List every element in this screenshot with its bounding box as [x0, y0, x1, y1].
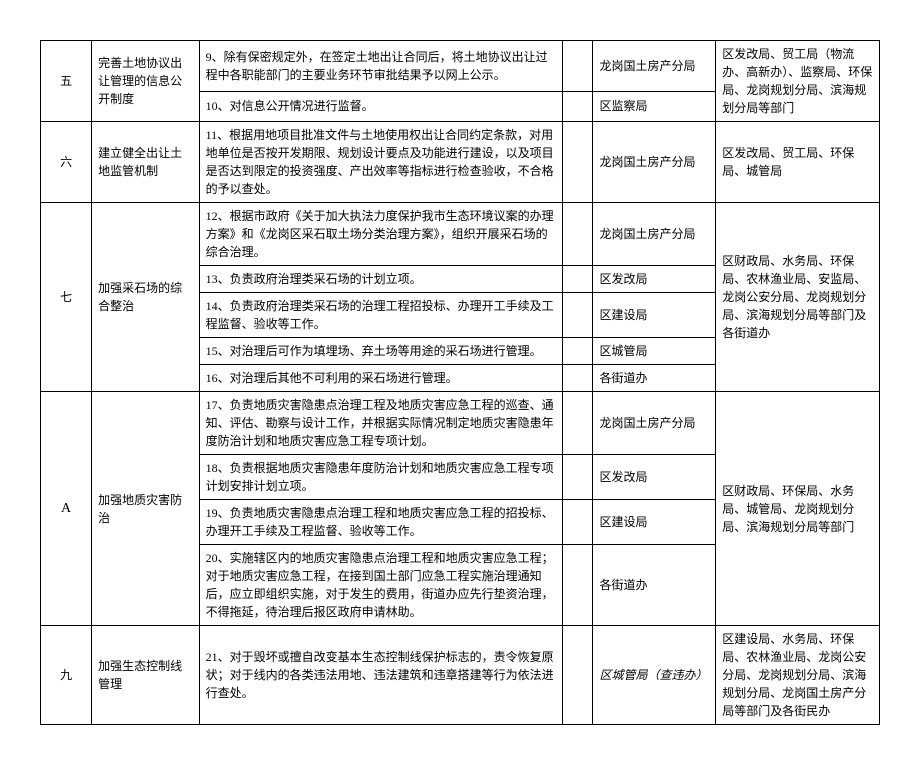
task-text: 12、根据市政府《关于加大执法力度保护我市生态环境议案的办理方案》和《龙岗区采石…: [199, 203, 562, 266]
empty-cell: [562, 266, 593, 293]
task-text: 14、负责政府治理类采石场的治理工程招投标、办理开工手续及工程监督、验收等工作。: [199, 293, 562, 338]
dept-cell: 龙岗国土房产分局: [593, 122, 716, 203]
task-text: 16、对治理后其他不可利用的采石场进行管理。: [199, 365, 562, 392]
section-title: 加强采石场的综合整治: [92, 203, 199, 392]
table-row: 六 建立健全出让土地监管机制 11、根据用地项目批准文件与土地使用权出让合同约定…: [41, 122, 880, 203]
empty-cell: [562, 545, 593, 626]
table-row: A 加强地质灾害防治 17、负责地质灾害隐患点治理工程及地质灾害应急工程的巡查、…: [41, 392, 880, 455]
empty-cell: [562, 500, 593, 545]
table-row: 五 完善土地协议出让管理的信息公开制度 9、除有保密规定外，在签定土地出让合同后…: [41, 41, 880, 92]
empty-cell: [562, 41, 593, 92]
dept-cell: 区发改局: [593, 455, 716, 500]
assist-cell: 区财政局、水务局、环保局、农林渔业局、安监局、龙岗公安分局、龙岗规划分局、滨海规…: [716, 203, 880, 392]
assist-cell: 区发改局、贸工局（物流办、高新办）、监察局、环保局、龙岗规划分局、滨海规划分局等…: [716, 41, 880, 122]
empty-cell: [562, 365, 593, 392]
section-title: 建立健全出让土地监管机制: [92, 122, 199, 203]
empty-cell: [562, 626, 593, 725]
table-row: 九 加强生态控制线管理 21、对于毁坏或擅自改变基本生态控制线保护标志的，责令恢…: [41, 626, 880, 725]
dept-cell: 区发改局: [593, 266, 716, 293]
task-text: 21、对于毁坏或擅自改变基本生态控制线保护标志的，责令恢复原状；对于线内的各类违…: [199, 626, 562, 725]
section-title: 完善土地协议出让管理的信息公开制度: [92, 41, 199, 122]
empty-cell: [562, 455, 593, 500]
section-title: 加强地质灾害防治: [92, 392, 199, 626]
dept-cell: 各街道办: [593, 545, 716, 626]
section-number: A: [41, 392, 92, 626]
task-text: 13、负责政府治理类采石场的计划立项。: [199, 266, 562, 293]
dept-cell: 区监察局: [593, 91, 716, 121]
task-text: 11、根据用地项目批准文件与土地使用权出让合同约定条款，对用地单位是否按开发期限…: [199, 122, 562, 203]
dept-cell: 区建设局: [593, 293, 716, 338]
assist-cell: 区财政局、环保局、水务局、城管局、龙岗规划分局、滨海规划分局等部门: [716, 392, 880, 626]
policy-table: 五 完善土地协议出让管理的信息公开制度 9、除有保密规定外，在签定土地出让合同后…: [40, 40, 880, 725]
dept-cell: 区城管局（查违办）: [593, 626, 716, 725]
dept-cell: 龙岗国土房产分局: [593, 41, 716, 92]
dept-cell: 龙岗国土房产分局: [593, 392, 716, 455]
section-number: 六: [41, 122, 92, 203]
task-text: 18、负责根据地质灾害隐患年度防治计划和地质灾害应急工程专项计划安排计划立项。: [199, 455, 562, 500]
empty-cell: [562, 293, 593, 338]
task-text: 19、负责地质灾害隐患点治理工程和地质灾害应急工程的招投标、办理开工手续及工程监…: [199, 500, 562, 545]
empty-cell: [562, 392, 593, 455]
empty-cell: [562, 203, 593, 266]
empty-cell: [562, 338, 593, 365]
section-number: 五: [41, 41, 92, 122]
dept-cell: 龙岗国土房产分局: [593, 203, 716, 266]
task-text: 9、除有保密规定外，在签定土地出让合同后，将土地协议出让过程中各职能部门的主要业…: [199, 41, 562, 92]
section-number: 七: [41, 203, 92, 392]
table-row: 七 加强采石场的综合整治 12、根据市政府《关于加大执法力度保护我市生态环境议案…: [41, 203, 880, 266]
task-text: 17、负责地质灾害隐患点治理工程及地质灾害应急工程的巡查、通知、评估、勘察与设计…: [199, 392, 562, 455]
assist-cell: 区建设局、水务局、环保局、农林渔业局、龙岗公安分局、龙岗规划分局、滨海规划分局、…: [716, 626, 880, 725]
task-text: 20、实施辖区内的地质灾害隐患点治理工程和地质灾害应急工程；对于地质灾害应急工程…: [199, 545, 562, 626]
section-title: 加强生态控制线管理: [92, 626, 199, 725]
dept-cell: 各街道办: [593, 365, 716, 392]
task-text: 10、对信息公开情况进行监督。: [199, 91, 562, 121]
dept-cell: 区建设局: [593, 500, 716, 545]
empty-cell: [562, 91, 593, 121]
assist-cell: 区发改局、贸工局、环保局、城管局: [716, 122, 880, 203]
section-number: 九: [41, 626, 92, 725]
dept-cell: 区城管局: [593, 338, 716, 365]
empty-cell: [562, 122, 593, 203]
task-text: 15、对治理后可作为填埋场、弃土场等用途的采石场进行管理。: [199, 338, 562, 365]
